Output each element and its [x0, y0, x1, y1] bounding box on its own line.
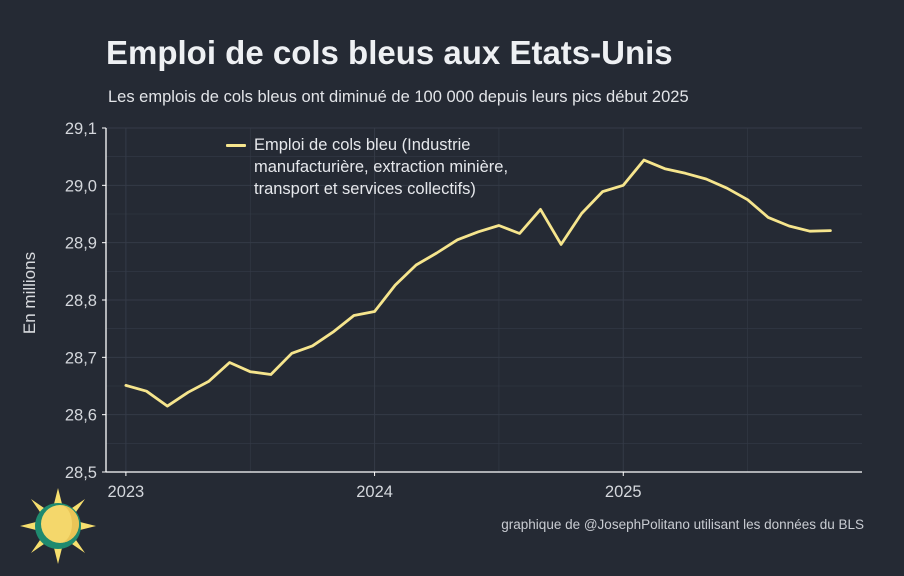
y-tick-label: 28,7	[65, 349, 97, 367]
sun-logo-icon	[20, 488, 96, 564]
legend: Emploi de cols bleu (Industrie manufactu…	[226, 134, 564, 200]
chart-title: Emploi de cols bleus aux Etats-Unis	[106, 34, 673, 71]
tick-labels: 28,5 28,6 28,7 28,8 28,9 29,0 29,1 2023 2024 2025	[65, 120, 642, 501]
y-tick-label: 29,0	[65, 177, 97, 195]
y-tick-label: 28,8	[65, 292, 97, 310]
y-tick-label: 29,1	[65, 120, 97, 138]
x-tick-label: 2025	[605, 483, 642, 501]
legend-label: Emploi de cols bleu (Industrie manufactu…	[254, 136, 509, 198]
source-credit: graphique de @JosephPolitano utilisant l…	[501, 517, 864, 532]
data-series	[124, 158, 832, 408]
legend-swatch	[226, 144, 246, 147]
axes	[102, 127, 862, 476]
chart-subtitle: Les emplois de cols bleus ont diminué de…	[108, 88, 689, 106]
y-tick-label: 28,6	[65, 407, 97, 425]
x-tick-label: 2024	[356, 483, 393, 501]
x-tick-label: 2023	[108, 483, 145, 501]
y-tick-label: 28,5	[65, 464, 97, 482]
series-line	[124, 158, 832, 408]
y-tick-label: 28,9	[65, 235, 97, 253]
